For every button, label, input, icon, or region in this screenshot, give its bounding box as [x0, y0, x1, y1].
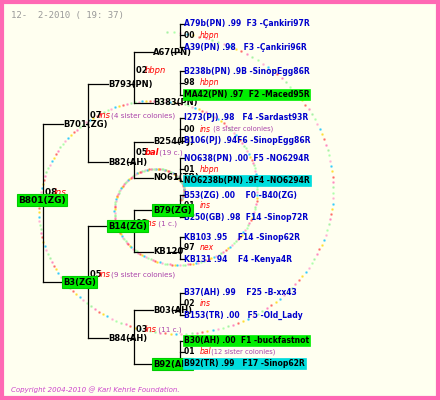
Text: B03(AH): B03(AH): [153, 306, 192, 314]
Text: B801(ZG): B801(ZG): [18, 196, 66, 204]
Text: KB131 .94    F4 -Kenya4R: KB131 .94 F4 -Kenya4R: [184, 255, 292, 264]
Text: nex: nex: [199, 244, 213, 252]
Text: B153(TR) .00   F5 -Old_Lady: B153(TR) .00 F5 -Old_Lady: [184, 311, 303, 320]
Text: B793(PN): B793(PN): [108, 80, 152, 88]
Text: bal: bal: [199, 348, 211, 356]
Text: A39(PN) .98   F3 -Çankiri96R: A39(PN) .98 F3 -Çankiri96R: [184, 43, 307, 52]
Text: 97: 97: [184, 244, 197, 252]
Text: A67(PN): A67(PN): [153, 48, 192, 56]
Text: hbpn: hbpn: [199, 78, 219, 87]
Text: B92(AH): B92(AH): [153, 360, 192, 368]
Text: (12 sister colonies): (12 sister colonies): [209, 349, 276, 355]
Text: 00: 00: [184, 31, 197, 40]
Text: 01: 01: [184, 348, 197, 356]
Text: hbpn: hbpn: [145, 66, 166, 75]
Text: 02: 02: [184, 300, 197, 308]
Text: 03: 03: [136, 325, 150, 334]
Text: (11 c.): (11 c.): [156, 326, 181, 333]
Text: Copyright 2004-2010 @ Karl Kehrle Foundation.: Copyright 2004-2010 @ Karl Kehrle Founda…: [11, 386, 180, 393]
Text: A79b(PN) .99  F3 -Çankiri97R: A79b(PN) .99 F3 -Çankiri97R: [184, 20, 310, 28]
Text: MA42(PN) .97  F2 -Maced95R: MA42(PN) .97 F2 -Maced95R: [184, 90, 310, 99]
Text: 05: 05: [90, 270, 104, 279]
Text: B37(AH) .99    F25 -B-xx43: B37(AH) .99 F25 -B-xx43: [184, 288, 297, 297]
Text: (1 c.): (1 c.): [156, 220, 177, 227]
Text: 02: 02: [136, 219, 150, 228]
Text: 01: 01: [184, 165, 197, 174]
Text: 12-  2-2010 ( 19: 37): 12- 2-2010 ( 19: 37): [11, 11, 124, 20]
Text: NO638(PN) .00  F5 -NO6294R: NO638(PN) .00 F5 -NO6294R: [184, 154, 309, 162]
Text: ins: ins: [199, 300, 210, 308]
Text: B92(TR) .99   F17 -Sinop62R: B92(TR) .99 F17 -Sinop62R: [184, 359, 304, 368]
Text: B701(ZG): B701(ZG): [63, 120, 107, 128]
Text: B53(ZG) .00    F0 -B40(ZG): B53(ZG) .00 F0 -B40(ZG): [184, 191, 297, 200]
Text: 01: 01: [184, 202, 197, 210]
Text: NO61(TR): NO61(TR): [153, 174, 199, 182]
Text: 08: 08: [45, 188, 60, 197]
Text: B84(AH): B84(AH): [108, 334, 147, 342]
Text: (4 sister colonies): (4 sister colonies): [111, 112, 175, 119]
Text: B254(PJ): B254(PJ): [153, 138, 194, 146]
Text: KB120: KB120: [153, 248, 183, 256]
Text: (19 c.): (19 c.): [157, 150, 183, 156]
Text: ins: ins: [199, 125, 210, 134]
Text: ins: ins: [145, 219, 157, 228]
Text: 98: 98: [184, 78, 197, 87]
Text: 07: 07: [90, 111, 104, 120]
Text: bal: bal: [145, 148, 160, 157]
Text: B106(PJ) .94F6 -SinopEgg86R: B106(PJ) .94F6 -SinopEgg86R: [184, 136, 311, 145]
Text: (9 sister colonies): (9 sister colonies): [111, 272, 175, 278]
Text: ins: ins: [99, 111, 111, 120]
Text: B383(PN): B383(PN): [153, 98, 198, 107]
Text: I273(PJ) .98   F4 -Sardast93R: I273(PJ) .98 F4 -Sardast93R: [184, 114, 308, 122]
Text: ins: ins: [99, 270, 111, 279]
Text: B79(ZG): B79(ZG): [153, 206, 192, 214]
Text: B30(AH) .00  F1 -buckfastnot: B30(AH) .00 F1 -buckfastnot: [184, 336, 309, 345]
Text: ins: ins: [145, 325, 157, 334]
Text: ins: ins: [54, 188, 67, 197]
Text: (8 sister colonies): (8 sister colonies): [211, 126, 273, 132]
Text: 00: 00: [184, 125, 197, 134]
Text: B14(ZG): B14(ZG): [108, 222, 147, 230]
Text: 05: 05: [136, 148, 150, 157]
Text: B250(GB) .98  F14 -Sinop72R: B250(GB) .98 F14 -Sinop72R: [184, 213, 308, 222]
Text: B238b(PN) .9B -SinopEgg86R: B238b(PN) .9B -SinopEgg86R: [184, 67, 310, 76]
Text: hbpn: hbpn: [199, 31, 219, 40]
Text: KB103 .95    F14 -Sinop62R: KB103 .95 F14 -Sinop62R: [184, 233, 300, 242]
Text: hbpn: hbpn: [199, 165, 219, 174]
Text: 02: 02: [136, 66, 150, 75]
Text: NO6238b(PN) .9F4 -NO6294R: NO6238b(PN) .9F4 -NO6294R: [184, 176, 310, 185]
Text: B82(AH): B82(AH): [108, 158, 147, 166]
Text: B3(ZG): B3(ZG): [63, 278, 96, 286]
Text: ins: ins: [199, 202, 210, 210]
